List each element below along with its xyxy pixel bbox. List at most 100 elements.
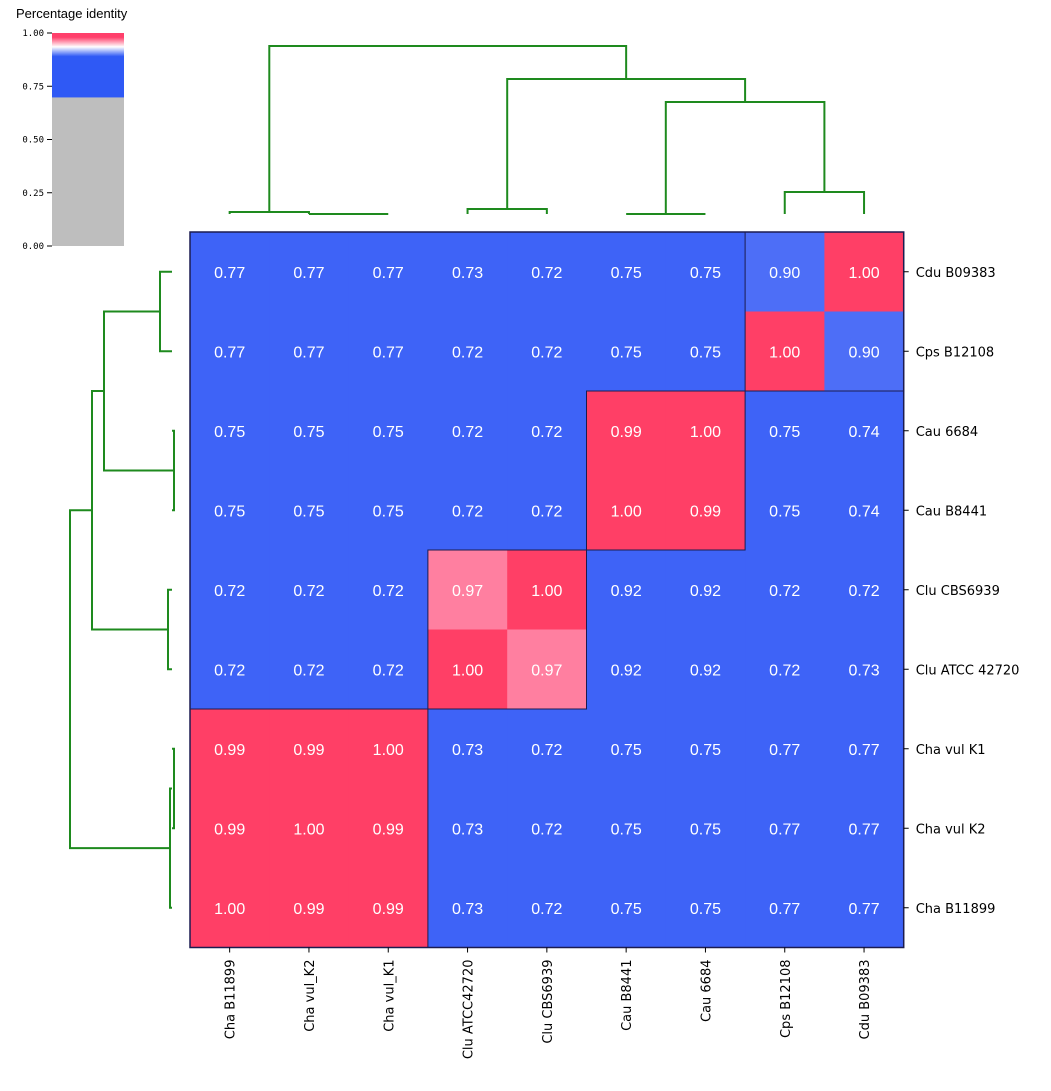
heatmap-cell [190, 629, 270, 710]
heatmap-cell [427, 550, 508, 630]
color-legend-bar [52, 33, 124, 246]
heatmap-cell [507, 311, 587, 392]
cell-value-label: 0.74 [848, 503, 879, 520]
cell-value-label: 1.00 [531, 583, 562, 600]
cell-value-label: 0.99 [611, 424, 642, 441]
row-label: Cau B8441 [916, 504, 987, 519]
cell-value-label: 0.75 [214, 503, 245, 520]
heatmap-cell [427, 311, 508, 392]
cell-value-label: 0.99 [373, 821, 404, 838]
cell-value-label: 0.92 [611, 662, 642, 679]
heatmap-cell [190, 311, 270, 392]
heatmap-cell [269, 788, 350, 869]
cell-value-label: 0.72 [531, 742, 562, 759]
legend-tick-label: 1.00 [22, 29, 44, 39]
top-dendrogram-branch [664, 101, 826, 214]
heatmap-cell [269, 629, 350, 710]
row-label: Cdu B09383 [916, 266, 996, 281]
heatmap-cell [745, 868, 825, 948]
heatmap-cell [427, 629, 508, 710]
cell-value-label: 0.75 [293, 424, 324, 441]
top-dendrogram-branch [783, 191, 866, 214]
heatmap-cell [269, 550, 350, 630]
cell-value-label: 0.73 [452, 742, 483, 759]
column-label: Cau 6684 [699, 960, 714, 1023]
cell-value-label: 0.72 [214, 662, 245, 679]
heatmap-cell [745, 470, 825, 551]
top-dendrogram-branch [228, 211, 310, 214]
column-label: Clu CBS6939 [541, 960, 556, 1044]
heatmap-cell [348, 788, 429, 869]
heatmap-cell [507, 788, 587, 869]
column-label: Cha B11899 [224, 960, 239, 1040]
heatmap-cell [665, 470, 746, 551]
cell-value-label: 0.77 [769, 742, 800, 759]
heatmap-cell [427, 391, 508, 471]
cell-value-label: 0.74 [848, 424, 879, 441]
heatmap-cell [427, 470, 508, 551]
heatmap-cell [348, 550, 429, 630]
cell-value-label: 0.73 [452, 901, 483, 918]
cell-value-label: 1.00 [848, 265, 879, 282]
cell-value-label: 0.90 [769, 265, 800, 282]
cell-value-label: 0.75 [690, 821, 721, 838]
cell-value-label: 1.00 [452, 662, 483, 679]
cell-value-label: 0.99 [373, 901, 404, 918]
cell-value-label: 0.72 [531, 344, 562, 361]
heatmap-cell [427, 232, 508, 312]
heatmap-cell [665, 629, 746, 710]
cell-value-label: 0.72 [373, 583, 404, 600]
cell-value-label: 0.75 [611, 901, 642, 918]
heatmap-cell [586, 470, 667, 551]
cell-value-label: 0.75 [769, 503, 800, 520]
heatmap-cell [586, 391, 667, 471]
cell-value-label: 0.72 [531, 265, 562, 282]
cell-value-label: 0.72 [531, 503, 562, 520]
cluster-block-outline [427, 549, 587, 710]
heatmap-cell [190, 391, 270, 471]
cell-value-label: 0.75 [611, 742, 642, 759]
row-label: Cau 6684 [916, 425, 979, 440]
heatmap-cell [507, 550, 587, 630]
cell-value-label: 0.97 [531, 662, 562, 679]
cell-value-label: 0.77 [769, 821, 800, 838]
cell-value-label: 0.92 [690, 583, 721, 600]
legend-tick-label: 0.00 [22, 242, 44, 252]
left-dendrogram-branch [167, 588, 172, 671]
cell-value-label: 0.92 [690, 662, 721, 679]
heatmap-cell [269, 311, 350, 392]
cell-value-label: 0.75 [214, 424, 245, 441]
cell-value-label: 1.00 [373, 742, 404, 759]
cell-value-label: 0.73 [848, 662, 879, 679]
cell-value-label: 0.77 [293, 344, 324, 361]
cell-value-label: 0.72 [293, 662, 324, 679]
cell-value-label: 1.00 [611, 503, 642, 520]
cell-value-label: 0.77 [848, 821, 879, 838]
heatmap-cell [348, 868, 429, 948]
heatmap-cell [745, 311, 825, 392]
heatmap-cell [348, 232, 429, 312]
cell-value-label: 0.77 [769, 901, 800, 918]
heatmap-cell [665, 232, 746, 312]
cell-value-label: 0.77 [214, 265, 245, 282]
heatmap-cell [269, 391, 350, 471]
left-dendrogram-branch [69, 509, 170, 850]
cell-value-label: 0.72 [769, 583, 800, 600]
cell-value-label: 0.72 [373, 662, 404, 679]
cell-value-label: 0.73 [452, 821, 483, 838]
top-dendrogram-branch [506, 78, 747, 209]
cell-value-label: 1.00 [690, 424, 721, 441]
heatmap-cell [586, 629, 667, 710]
heatmap-cell [824, 470, 905, 551]
row-label: Cha vul K1 [916, 743, 986, 758]
heatmap-cell [507, 868, 587, 948]
heatmap-cell [824, 232, 905, 312]
heatmap-cell [665, 788, 746, 869]
cell-value-label: 1.00 [769, 344, 800, 361]
cell-value-label: 0.77 [373, 265, 404, 282]
heatmap-cell [745, 550, 825, 630]
heatmap-cell [745, 391, 825, 471]
heatmap-cell [586, 550, 667, 630]
cell-value-label: 0.72 [452, 424, 483, 441]
